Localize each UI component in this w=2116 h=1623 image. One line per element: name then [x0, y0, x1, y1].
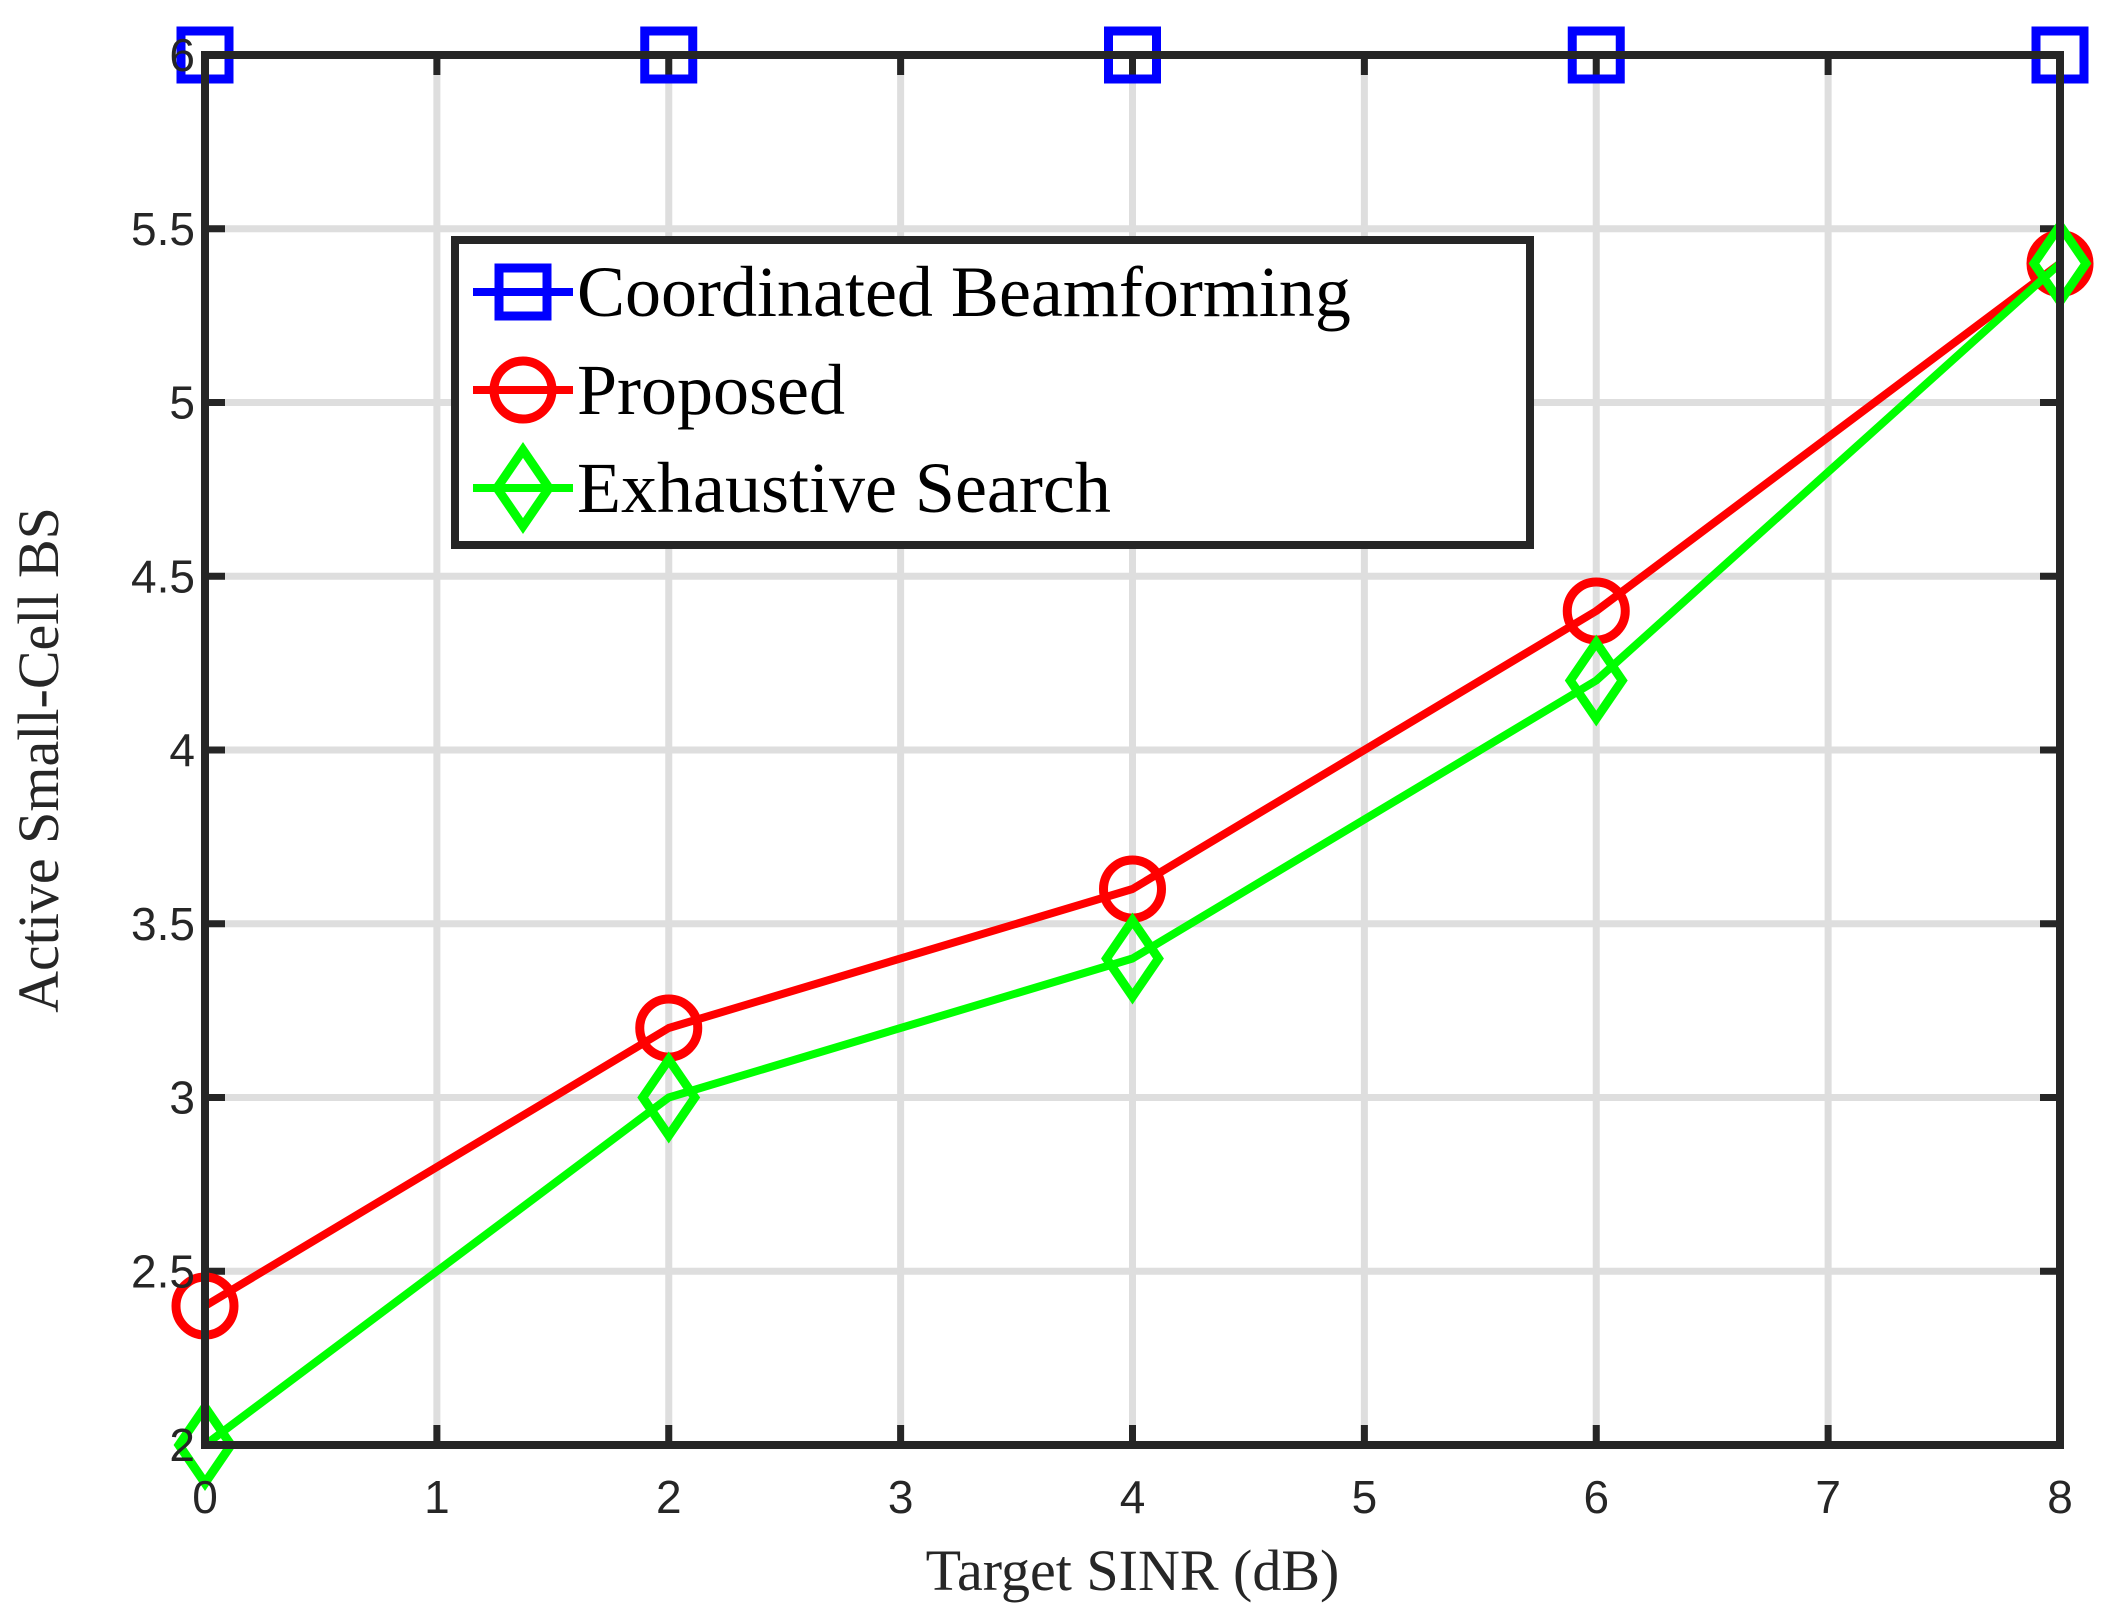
legend: Coordinated Beamforming Proposed Exhaustiv… [451, 236, 1534, 549]
series-line [202, 260, 2063, 1310]
y-tick-label: 5.5 [131, 203, 195, 255]
plot-frame [201, 51, 2064, 1449]
legend-label: Exhaustive Search [577, 448, 1111, 528]
y-axis-title: Active Small-Cell BS [6, 507, 71, 1013]
y-tick-label: 4 [169, 724, 195, 776]
y-tick-label: 2 [169, 1419, 195, 1471]
legend-marker [489, 356, 557, 424]
legend-item: Proposed [473, 350, 845, 430]
data-point-marker [1101, 912, 1164, 1005]
y-tick-label: 5 [169, 377, 195, 429]
x-tick-label: 7 [1815, 1471, 1841, 1523]
x-tick-label: 6 [1583, 1471, 1609, 1523]
x-tick-label: 8 [2047, 1471, 2073, 1523]
data-point-marker [637, 1051, 701, 1144]
x-tick-label: 3 [888, 1471, 914, 1523]
legend-label: Proposed [577, 350, 845, 430]
x-axis-title: Target SINR (dB) [926, 1538, 1340, 1603]
x-tick-label: 0 [192, 1471, 218, 1523]
tick-labels: 0 1 2 3 4 5 6 7 8 2 2.5 3 3.5 4 4.5 5 5.5 6 [131, 29, 2073, 1523]
y-tick-label: 3 [169, 1072, 195, 1124]
x-tick-label: 4 [1120, 1471, 1146, 1523]
x-tick-label: 2 [656, 1471, 682, 1523]
data-point-marker [1564, 634, 1628, 727]
y-tick-label: 3.5 [131, 898, 195, 950]
x-tick-label: 1 [424, 1471, 450, 1523]
legend-item: Exhaustive Search [473, 442, 1111, 534]
series-line [202, 260, 2063, 1449]
y-tick-label: 4.5 [131, 550, 195, 602]
y-tick-label: 2.5 [131, 1245, 195, 1297]
legend-marker [494, 263, 552, 321]
legend-label: Coordinated Beamforming [577, 252, 1351, 332]
y-tick-label: 6 [169, 29, 195, 81]
legend-item: Coordinated Beamforming [473, 252, 1351, 332]
data-point-marker [173, 1399, 237, 1491]
legend-box [451, 236, 1534, 549]
legend-marker [491, 442, 555, 534]
x-tick-label: 5 [1352, 1471, 1378, 1523]
